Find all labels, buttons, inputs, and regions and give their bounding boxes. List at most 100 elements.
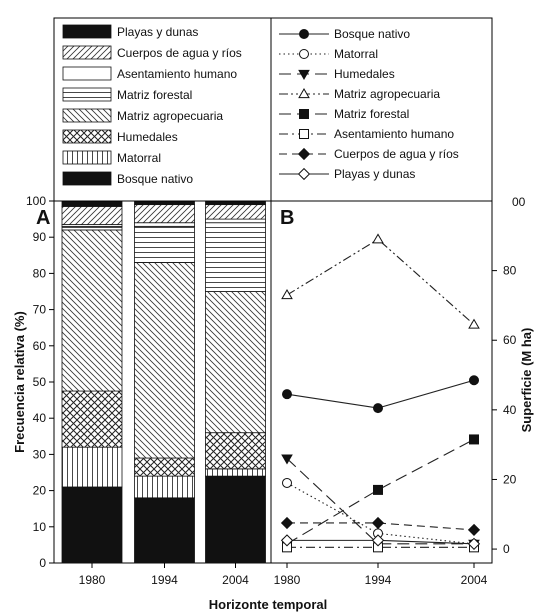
legend-a-swatch-matriz-agropecuaria	[62, 108, 112, 123]
legend-a-swatch-matorral	[62, 150, 112, 165]
panel-a-ytick-60: 60	[33, 339, 47, 353]
bar-1994-matorral	[134, 475, 195, 499]
legend-b-label-matriz-forestal: Matriz forestal	[334, 107, 409, 121]
legend-a-swatch-playas-y-dunas	[62, 24, 112, 39]
legend-a-label-humedales: Humedales	[117, 130, 178, 144]
panel-b: B 1980 1994 2004 0 20 40 60 80 Superficie (M ha…	[270, 195, 534, 587]
point-playas-y-dunas-2004	[467, 537, 481, 550]
point-matriz-forestal-1994	[373, 484, 383, 495]
panel-a-ytick-10: 10	[33, 520, 47, 534]
panel-a-ytick-0: 0	[39, 556, 46, 570]
panel-b-xtick-1980: 1980	[274, 573, 301, 587]
panel-a-ytick-20: 20	[33, 484, 47, 498]
point-humedales-1980	[281, 454, 293, 465]
panel-a-axes: 1980 1994 2004 0 10 20 30 40 50 60 70 80 90 100	[26, 194, 249, 587]
panel-a-ytick-100: 100	[26, 194, 46, 208]
bar-2004-humedales	[205, 432, 266, 470]
line-matriz-agropecuaria	[286, 238, 475, 325]
bar-1994-bosque-nativo	[134, 497, 195, 564]
point-matriz-agropecuaria-1980	[281, 289, 293, 300]
legend-a-label-cuerpos-de-agua-y-rios: Cuerpos de agua y ríos	[117, 46, 242, 60]
panel-b-letter: B	[280, 207, 294, 229]
panel-b-frame	[270, 200, 493, 564]
legend-a-label-bosque-nativo: Bosque nativo	[117, 172, 193, 186]
legend-a-label-matriz-forestal: Matriz forestal	[117, 88, 192, 102]
legend-a-swatch-humedales	[62, 129, 112, 144]
legend-b-marker-matorral	[299, 49, 309, 59]
bar-1980-matorral	[61, 446, 123, 488]
bar-1980-matriz-agropecuaria	[61, 229, 123, 392]
legend-a-label-playas-y-dunas: Playas y dunas	[117, 25, 198, 39]
panel-b-xtick-2004: 2004	[461, 573, 488, 587]
panel-a: A 1980 1994 2004 0 10 20 30 40 50 60 70 80 90 100 Fre…	[12, 194, 272, 587]
bar-1994-playas-y-dunas	[134, 200, 195, 206]
panel-a-ytick-70: 70	[33, 303, 47, 317]
panel-b-axes: 1980 1994 2004 0 20 40 60 80	[274, 264, 517, 587]
legend-b-label-asentamiento-humano: Asentamiento humano	[334, 127, 454, 141]
bar-1994-humedales	[134, 457, 195, 477]
line-humedales	[286, 458, 474, 545]
bar-2004-bosque-nativo	[205, 475, 266, 564]
legend-b-label-matriz-agropecuaria: Matriz agropecuaria	[334, 87, 440, 101]
legend-a: Playas y dunas Cuerpos de agua y ríos Asen…	[53, 17, 272, 202]
bar-1994-matriz-agropecuaria	[134, 262, 195, 459]
legend-a-label-asentamiento-humano: Asentamiento humano	[117, 67, 237, 81]
bar-1980-bosque-nativo	[61, 486, 123, 564]
panel-b-ylabel: Superficie (M ha)	[519, 328, 534, 433]
point-matriz-agropecuaria-1994	[372, 233, 384, 244]
bar-1980-cuerpos-de-agua-y-rios	[61, 206, 123, 225]
legend-b-label-cuerpos-de-agua-y-rios: Cuerpos de agua y ríos	[334, 147, 459, 161]
panel-a-ytick-30: 30	[33, 447, 47, 461]
point-matriz-forestal-2004	[469, 434, 479, 445]
legend-b-label-playas-y-dunas: Playas y dunas	[334, 167, 415, 181]
point-playas-y-dunas-1980	[280, 534, 294, 547]
legend-b-label-bosque-nativo: Bosque nativo	[334, 27, 410, 41]
legend-b-marker-matriz-forestal	[299, 109, 309, 119]
legend-b-label-humedales: Humedales	[334, 67, 395, 81]
panel-a-ytick-50: 50	[33, 375, 47, 389]
panel-b-ytick-60: 60	[503, 333, 517, 347]
legend-a-swatch-asentamiento-humano	[62, 66, 112, 81]
panel-a-xtick-1994: 1994	[151, 573, 178, 587]
panel-a-bars	[61, 200, 266, 564]
panel-a-ylabel: Frecuencia relativa (%)	[12, 311, 27, 453]
bar-2004-asentamiento-humano	[205, 218, 266, 224]
point-bosque-nativo-1994	[373, 403, 383, 414]
bar-2004-playas-y-dunas	[205, 200, 266, 206]
legend-b-marker-matriz-agropecuaria	[298, 88, 310, 99]
legend-a-swatch-bosque-nativo	[62, 171, 112, 186]
panel-a-ytick-80: 80	[33, 266, 47, 280]
panel-b-ytick-40: 40	[503, 403, 517, 417]
legend-b-label-matorral: Matorral	[334, 47, 378, 61]
point-bosque-nativo-1980	[282, 389, 292, 400]
panel-a-ytick-40: 40	[33, 411, 47, 425]
bar-1994-asentamiento-humano	[134, 222, 195, 227]
legend-a-label-matorral: Matorral	[117, 151, 161, 165]
panel-a-xtick-2004: 2004	[222, 573, 249, 587]
point-playas-y-dunas-1994	[371, 534, 385, 547]
panel-b-lines	[280, 233, 481, 553]
legend-b-marker-playas-y-dunas	[297, 167, 311, 181]
panel-b-ytick-0: 0	[503, 542, 510, 556]
bar-1980-matriz-forestal	[61, 225, 123, 231]
legend-b-marker-asentamiento-humano	[299, 129, 309, 139]
point-matorral-1980	[282, 477, 292, 488]
panel-a-ytick-90: 90	[33, 230, 47, 244]
x-axis-title: Horizonte temporal	[209, 597, 327, 612]
legend-b: Bosque nativo Matorral Humedales Matriz agr…	[270, 17, 493, 202]
bar-1980-humedales	[61, 390, 123, 448]
panel-b-top-tick: 00	[512, 195, 526, 209]
legend-a-swatch-cuerpos-de-agua-y-rios	[62, 45, 112, 60]
bar-1980-playas-y-dunas	[61, 200, 123, 207]
panel-a-letter: A	[36, 207, 50, 229]
point-cuerpos-de-agua-y-rios-1994	[371, 516, 385, 530]
bar-1994-cuerpos-de-agua-y-rios	[134, 204, 195, 224]
panel-b-ytick-80: 80	[503, 264, 517, 278]
bar-2004-cuerpos-de-agua-y-rios	[205, 204, 266, 220]
bar-1994-matriz-forestal	[134, 225, 195, 263]
panel-b-ytick-20: 20	[503, 472, 517, 486]
legend-b-marker-cuerpos-de-agua-y-rios	[297, 147, 311, 161]
point-cuerpos-de-agua-y-rios-2004	[467, 523, 481, 537]
legend-b-marker-humedales	[298, 69, 310, 80]
